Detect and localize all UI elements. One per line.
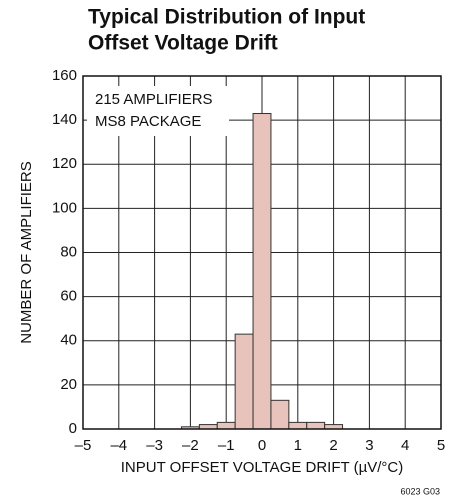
bar [288, 421, 308, 430]
x-tick-label: 1 [294, 437, 302, 454]
y-tick-label: 140 [52, 111, 77, 128]
bar [216, 421, 236, 430]
y-tick-label: 0 [69, 420, 77, 437]
y-tick-label: 20 [60, 376, 77, 393]
x-tick-label: –4 [110, 437, 127, 454]
x-axis-label: INPUT OFFSET VOLTAGE DRIFT (µV/°C) [121, 459, 403, 476]
annotation: 215 AMPLIFIERS [95, 91, 213, 108]
chart-title: Typical Distribution of Input [88, 6, 365, 29]
y-axis-label: NUMBER OF AMPLIFIERS [18, 161, 35, 344]
bar [234, 333, 254, 430]
y-tick-label: 120 [52, 155, 77, 172]
annotation: MS8 PACKAGE [95, 113, 201, 130]
x-tick-label: 2 [329, 437, 337, 454]
figure-note: 6023 G03 [400, 486, 440, 496]
y-tick-label: 80 [60, 243, 77, 260]
y-tick-label: 40 [60, 332, 77, 349]
annotation-box [87, 86, 229, 136]
bar [252, 113, 272, 430]
x-tick-label: –2 [182, 437, 199, 454]
y-tick-label: 100 [52, 199, 77, 216]
plot-frame [82, 75, 442, 430]
x-tick-label: –1 [218, 437, 235, 454]
bar [270, 399, 290, 430]
y-tick-label: 60 [60, 288, 77, 305]
x-tick-label: –3 [146, 437, 163, 454]
x-tick-label: –5 [75, 437, 92, 454]
bar [306, 421, 326, 430]
x-tick-label: 5 [437, 437, 445, 454]
x-tick-label: 3 [365, 437, 373, 454]
x-tick-label: 4 [401, 437, 409, 454]
chart-title: Offset Voltage Drift [88, 32, 278, 55]
y-tick-label: 160 [52, 67, 77, 84]
x-tick-label: 0 [258, 437, 266, 454]
